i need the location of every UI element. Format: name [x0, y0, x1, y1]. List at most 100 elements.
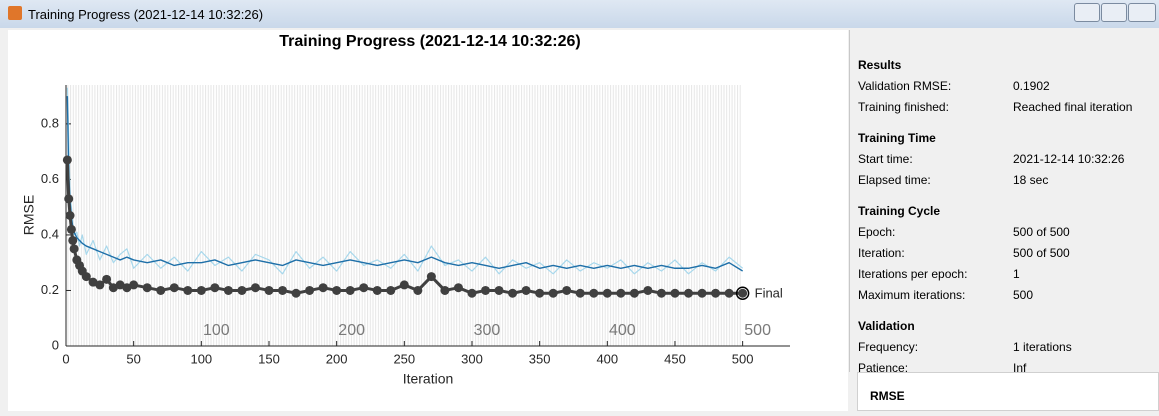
validation-point: [711, 288, 721, 298]
y-tick-label: 0: [52, 337, 59, 352]
field-label: Maximum iterations:: [858, 288, 966, 302]
field-value: 1: [1013, 267, 1020, 281]
validation-point: [372, 285, 382, 295]
validation-point: [399, 280, 409, 290]
validation-point: [64, 194, 74, 204]
final-label: Final: [755, 286, 783, 301]
x-tick-label: 150: [258, 351, 280, 366]
close-button[interactable]: [1128, 3, 1156, 22]
info-panel: Results Validation RMSE: 0.1902 Training fi…: [849, 30, 1159, 372]
validation-point: [656, 288, 666, 298]
validation-point: [670, 288, 680, 298]
validation-point: [386, 285, 396, 295]
field-value: 500 of 500: [1013, 225, 1070, 239]
x-tick-label: 350: [529, 351, 551, 366]
validation-point: [548, 288, 558, 298]
x-tick-label: 450: [664, 351, 686, 366]
series-line: [66, 96, 744, 272]
validation-point: [413, 285, 423, 295]
validation-point: [69, 244, 79, 254]
validation-point: [65, 211, 75, 220]
x-tick-label: 50: [126, 351, 140, 366]
field-value: 500 of 500: [1013, 246, 1070, 260]
validation-point: [278, 285, 288, 295]
field-value: 0.1902: [1013, 79, 1050, 93]
validation-point: [122, 283, 132, 293]
validation-point: [738, 288, 748, 298]
field-label: Training finished:: [858, 100, 949, 114]
x-tick-label: 250: [393, 351, 415, 366]
field-label: Frequency:: [858, 340, 919, 354]
validation-point: [359, 283, 369, 293]
epoch-label: 200: [338, 322, 365, 339]
field-label: Iterations per epoch:: [858, 267, 968, 281]
validation-point: [169, 283, 179, 293]
validation-point: [81, 272, 91, 282]
validation-point: [223, 285, 233, 295]
validation-point: [684, 288, 694, 298]
epoch-shading: [66, 85, 742, 346]
validation-point: [95, 280, 105, 290]
validation-point: [129, 280, 139, 290]
field-label: Epoch:: [858, 225, 896, 239]
app-icon: [8, 6, 22, 20]
y-tick-label: 0.6: [41, 171, 59, 186]
validation-point: [237, 285, 247, 295]
validation-point: [68, 235, 78, 245]
x-tick-label: 200: [326, 351, 348, 366]
title-bar: Training Progress (2021-12-14 10:32:26): [0, 0, 1159, 28]
validation-point: [210, 283, 220, 293]
chart-area: Training Progress (2021-12-14 10:32:26) …: [8, 30, 848, 411]
final-marker: [735, 286, 750, 300]
field-label: Start time:: [858, 152, 913, 166]
validation-point: [575, 288, 585, 298]
validation-point: [183, 285, 193, 295]
epoch-label: 300: [474, 322, 501, 339]
validation-point: [602, 288, 612, 298]
x-tick-label: 100: [190, 351, 212, 366]
validation-point: [426, 272, 436, 282]
validation-point: [102, 274, 112, 284]
window-title: Training Progress (2021-12-14 10:32:26): [28, 7, 264, 22]
epoch-label: 100: [203, 322, 230, 339]
validation-point: [494, 285, 504, 295]
section-title: Results: [858, 58, 902, 72]
legend-box: RMSE: [857, 372, 1159, 411]
validation-point: [629, 288, 639, 298]
validation-point: [453, 283, 463, 293]
validation-point: [562, 285, 572, 295]
field-value: 500: [1013, 288, 1034, 302]
x-tick-label: 300: [461, 351, 483, 366]
minimize-button[interactable]: [1074, 3, 1100, 22]
validation-point: [535, 288, 545, 298]
y-tick-label: 0.8: [41, 115, 59, 130]
validation-point: [108, 283, 118, 293]
validation-point: [332, 285, 342, 295]
validation-point: [521, 285, 531, 295]
y-tick-label: 0.2: [41, 282, 59, 297]
validation-point: [156, 285, 166, 295]
validation-point: [62, 155, 72, 165]
validation-point: [305, 285, 315, 295]
validation-point: [724, 288, 734, 298]
field-value: Inf: [1013, 361, 1027, 372]
validation-point: [142, 283, 152, 293]
validation-point: [345, 285, 355, 295]
field-value: 2021-12-14 10:32:26: [1013, 152, 1125, 166]
field-label: Validation RMSE:: [858, 79, 952, 93]
x-tick-label: 400: [596, 351, 618, 366]
validation-point: [318, 283, 328, 293]
field-value: Reached final iteration: [1013, 100, 1133, 114]
validation-point: [508, 288, 518, 298]
field-value: 18 sec: [1013, 173, 1049, 187]
field-label: Iteration:: [858, 246, 905, 260]
chart: Training Progress (2021-12-14 10:32:26) …: [21, 33, 790, 387]
maximize-button[interactable]: [1101, 3, 1127, 22]
validation-point: [467, 288, 477, 298]
validation-point: [589, 288, 599, 298]
epoch-label: 500: [744, 322, 771, 339]
validation-point: [66, 224, 76, 234]
validation-point: [250, 283, 260, 293]
x-axis-label: Iteration: [403, 371, 454, 387]
field-value: 1 iterations: [1013, 340, 1072, 354]
